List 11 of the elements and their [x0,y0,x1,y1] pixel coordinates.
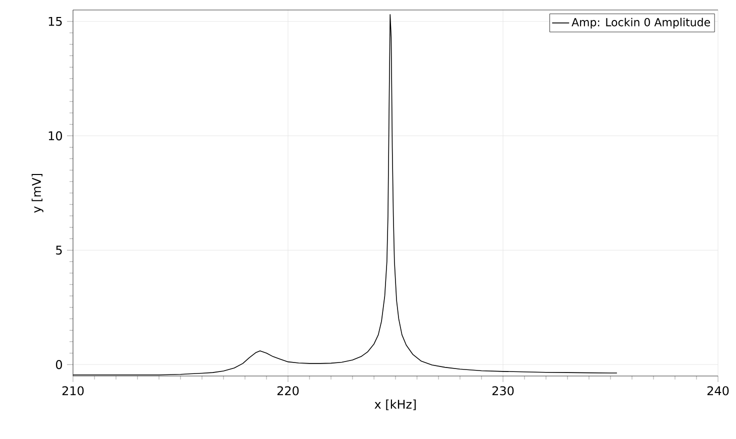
y-tick-label: 10 [48,131,62,140]
y-tick-label: 5 [56,246,62,255]
x-axis-title: x [kHz] [374,399,416,410]
y-tick-label: 0 [56,360,62,370]
y-tick-label: 15 [48,16,62,26]
x-tick-label: 210 [62,386,84,396]
x-tick-label: 230 [492,386,514,396]
x-tick-label: 220 [277,386,299,396]
legend-label: Amp: Lockin 0 Amplitude [572,18,710,28]
x-tick-label: 240 [707,386,729,396]
y-axis-title: y [mV] [32,174,44,213]
